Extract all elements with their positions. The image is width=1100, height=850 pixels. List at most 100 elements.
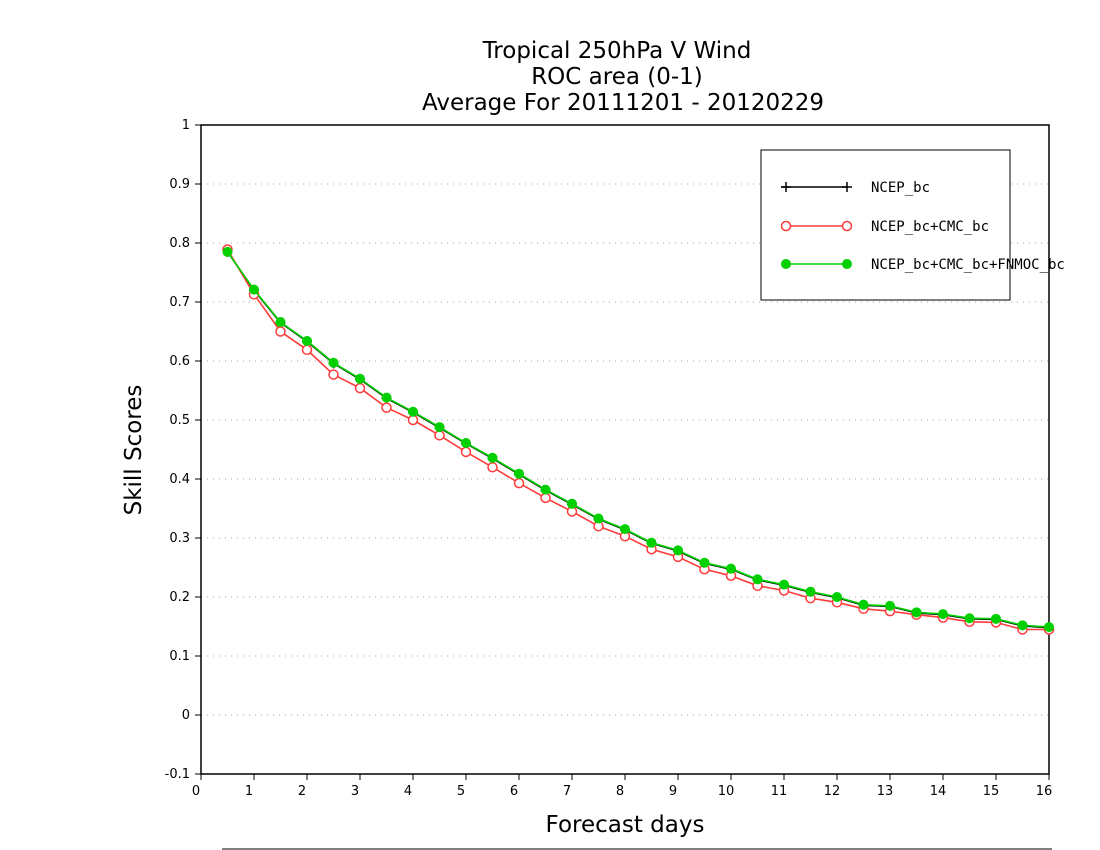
x-tick-label: 3 xyxy=(351,784,359,799)
y-tick-label: 0.6 xyxy=(169,354,190,369)
legend-marker xyxy=(780,220,792,232)
legend-entries: NCEP_bc NCEP_bc+CMC_bc NCEP_bc+CMC_bc+FNMO… xyxy=(780,180,1065,273)
data-point xyxy=(911,607,922,618)
data-point xyxy=(328,357,339,368)
series-2 xyxy=(222,246,1054,633)
data-point xyxy=(275,326,286,337)
y-tick-label: 1 xyxy=(182,118,190,133)
data-point xyxy=(646,537,657,548)
data-point xyxy=(858,599,869,610)
x-tick-label: 6 xyxy=(510,784,518,799)
legend-marker xyxy=(781,259,791,269)
data-point xyxy=(991,613,1001,624)
y-tick-label: 0.2 xyxy=(169,590,190,605)
legend-entry: NCEP_bc+CMC_bc xyxy=(780,219,989,235)
legend-marker xyxy=(781,182,791,192)
x-tick-label: 15 xyxy=(983,784,1000,799)
x-tick-label: 14 xyxy=(930,784,947,799)
data-point xyxy=(964,613,975,624)
data-point xyxy=(885,600,895,611)
x-tick-label: 12 xyxy=(824,784,841,799)
y-tick-label: -0.1 xyxy=(165,767,190,782)
y-tick-label: 0.4 xyxy=(169,472,190,487)
y-tick-label: 0.3 xyxy=(169,531,190,546)
data-point xyxy=(805,586,816,597)
x-tick-label: 10 xyxy=(718,784,735,799)
data-point xyxy=(354,382,366,394)
data-point xyxy=(381,392,392,403)
data-point xyxy=(1017,620,1028,631)
x-axis-label: Forecast days xyxy=(546,812,705,838)
x-axis-ticks: 0 1 2 3 4 5 6 7 8 9 10 11 12 13 14 15 16 xyxy=(192,774,1052,799)
x-tick-label: 9 xyxy=(669,784,677,799)
series-line xyxy=(226,249,1049,631)
y-axis-label: Skill Scores xyxy=(121,385,147,516)
legend-label: NCEP_bc+CMC_bc+FNMOC_bc xyxy=(871,257,1065,273)
y-tick-label: 0.5 xyxy=(169,413,190,428)
series-0 xyxy=(222,246,1054,633)
chart-title-line-3: Average For 20111201 - 20120229 xyxy=(422,90,824,116)
data-point xyxy=(407,414,419,426)
data-point xyxy=(673,545,683,556)
data-point xyxy=(487,452,498,463)
chart-title-line-2: ROC area (0-1) xyxy=(531,64,703,90)
data-point xyxy=(514,468,524,479)
x-tick-label: 8 xyxy=(616,784,624,799)
data-point xyxy=(275,317,286,328)
legend-box xyxy=(760,149,1011,301)
data-point xyxy=(779,579,789,590)
data-point xyxy=(302,335,312,346)
data-point xyxy=(408,406,418,417)
data-point xyxy=(434,422,445,433)
data-point xyxy=(513,477,525,489)
data-point xyxy=(620,524,630,535)
data-point xyxy=(222,246,233,257)
x-tick-label: 5 xyxy=(457,784,465,799)
y-tick-label: 0.1 xyxy=(169,649,190,664)
legend-label: NCEP_bc+CMC_bc xyxy=(871,219,989,235)
data-point xyxy=(699,557,710,568)
y-axis-ticks: -0.1 0 0.1 0.2 0.3 0.4 0.5 0.6 0.7 0.8 0.9 1 xyxy=(165,118,201,782)
x-tick-label: 0 xyxy=(192,784,200,799)
x-tick-label: 13 xyxy=(877,784,894,799)
data-point xyxy=(301,344,313,356)
series-layer xyxy=(222,244,1055,635)
data-point xyxy=(328,369,339,380)
legend-entry: NCEP_bc xyxy=(781,180,930,196)
series-line xyxy=(226,251,1050,628)
legend: NCEP_bc NCEP_bc+CMC_bc NCEP_bc+CMC_bc+FNMO… xyxy=(760,149,1065,301)
x-tick-label: 2 xyxy=(298,784,306,799)
legend-marker xyxy=(842,259,852,269)
y-tick-label: 0.8 xyxy=(169,236,190,251)
data-point xyxy=(487,461,498,473)
data-point xyxy=(593,513,604,524)
legend-label: NCEP_bc xyxy=(871,180,930,196)
data-point xyxy=(567,498,577,509)
data-point xyxy=(1044,622,1054,633)
data-point xyxy=(381,402,392,413)
x-tick-label: 1 xyxy=(245,784,253,799)
y-tick-label: 0.9 xyxy=(169,177,190,192)
data-point xyxy=(355,373,365,384)
data-point xyxy=(434,430,445,441)
data-point xyxy=(938,609,948,620)
y-tick-label: 0 xyxy=(182,708,190,723)
x-tick-label: 11 xyxy=(771,784,788,799)
data-point xyxy=(249,284,259,295)
y-tick-label: 0.7 xyxy=(169,295,190,310)
data-point xyxy=(540,484,551,495)
legend-marker xyxy=(841,220,853,232)
data-point xyxy=(752,574,763,585)
data-point xyxy=(461,438,471,449)
x-tick-label: 7 xyxy=(563,784,571,799)
data-point xyxy=(726,563,736,574)
data-point xyxy=(832,592,842,602)
data-point xyxy=(460,446,472,458)
legend-marker xyxy=(842,182,852,192)
x-tick-label: 16 xyxy=(1036,784,1053,799)
series-1 xyxy=(222,244,1055,635)
series-line xyxy=(226,251,1050,629)
chart-title-line-1: Tropical 250hPa V Wind xyxy=(482,38,752,64)
legend-entry: NCEP_bc+CMC_bc+FNMOC_bc xyxy=(781,257,1065,273)
